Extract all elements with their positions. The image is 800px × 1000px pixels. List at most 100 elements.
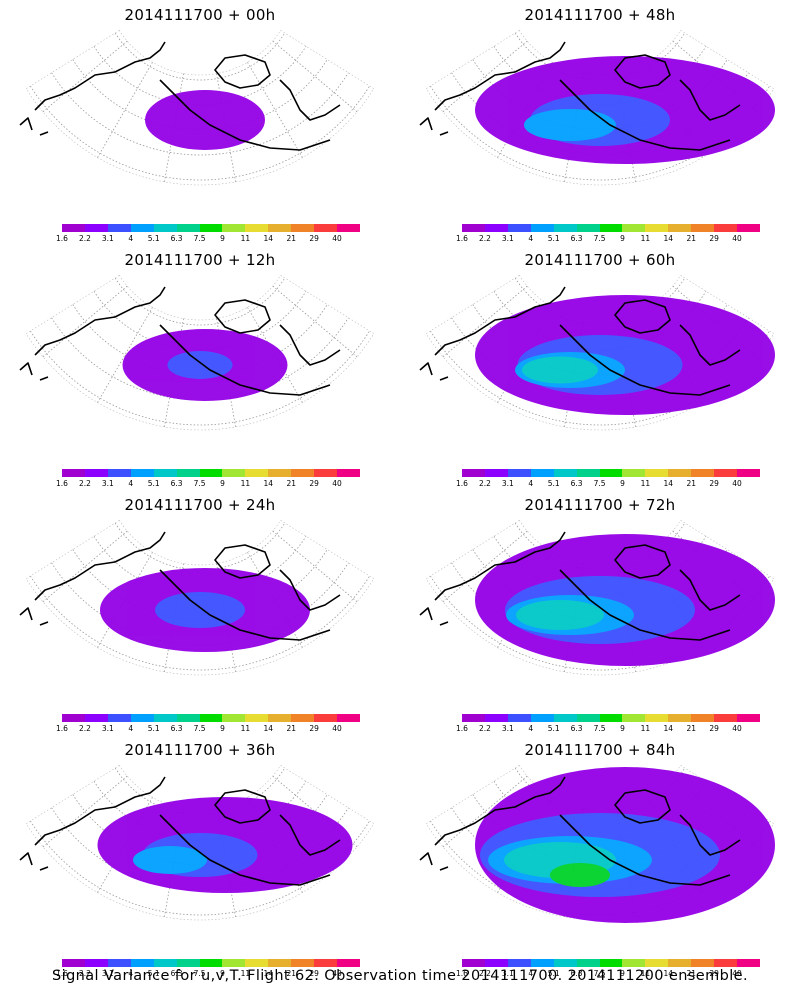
colorbar-tick-label: 11	[640, 479, 651, 488]
colorbar-tick-label: 29	[309, 479, 319, 488]
map-panel: 2014111700 + 84h 1.6 2.2 3.1 4 5.1 6.3 7.5 9 11 14…	[400, 735, 800, 978]
colorbar-swatch	[507, 224, 531, 232]
coastline	[419, 776, 741, 886]
coastline	[419, 286, 741, 396]
colorbar-swatch	[199, 469, 223, 477]
colorbar-tick-label: 9	[220, 969, 225, 978]
colorbar-tick-label: 7.5	[593, 724, 606, 733]
colorbar-swatch	[153, 714, 177, 722]
colorbar-tick-label: 5.1	[547, 969, 560, 978]
colorbar-swatch	[691, 959, 715, 967]
colorbar-tick-label: 29	[709, 724, 719, 733]
colorbar-swatch	[84, 959, 108, 967]
colorbar-swatch	[576, 224, 600, 232]
colorbar-tick-label: 4	[528, 234, 534, 243]
colorbar-tick-label: 5.1	[547, 234, 560, 243]
colorbar-tick-label: 14	[263, 969, 274, 978]
colorbar-swatch	[645, 959, 669, 967]
map-projection	[19, 274, 375, 431]
latitude-line	[430, 85, 770, 181]
colorbar-tick-label: 1.6	[56, 969, 68, 978]
coastline-path	[214, 299, 271, 334]
panel-title: 2014111700 + 72h	[524, 496, 676, 514]
colorbar-swatch	[62, 224, 85, 232]
colorbar-swatch	[153, 959, 177, 967]
coastline-path	[214, 789, 271, 824]
variance-field	[475, 767, 775, 923]
colorbar-swatch	[84, 224, 108, 232]
colorbar-tick-label: 5.1	[147, 969, 160, 978]
colorbar-labels: 1.6 2.2 3.1 4 5.1 6.3 7.5 9 11 14 21 29 40	[56, 969, 360, 979]
colorbar-tick-label: 40	[732, 479, 742, 488]
map-panel: 2014111700 + 36h 1.6 2.2 3.1 4 5.1 6.3 7.5 9 11 14…	[0, 735, 400, 978]
latitude-line	[114, 32, 286, 81]
colorbar	[62, 469, 360, 477]
latitude-line	[30, 820, 370, 916]
colorbar-swatch	[291, 469, 315, 477]
colorbar	[462, 959, 760, 967]
colorbar-swatch	[130, 469, 154, 477]
colorbar-swatch	[314, 959, 338, 967]
colorbar-swatch	[507, 469, 531, 477]
colorbar-swatch	[530, 469, 554, 477]
colorbar-swatch	[668, 469, 692, 477]
latitude-line	[30, 85, 370, 181]
colorbar-tick-label: 29	[309, 969, 319, 978]
coastline-path	[419, 117, 449, 136]
colorbar-tick-label: 6.3	[570, 234, 583, 243]
colorbar-labels: 1.6 2.2 3.1 4 5.1 6.3 7.5 9 11 14 21 29 40	[56, 724, 360, 734]
colorbar-swatch	[176, 714, 200, 722]
variance-contour	[516, 600, 604, 630]
colorbar-swatch	[130, 959, 154, 967]
colorbar-tick-label: 6.3	[170, 969, 183, 978]
colorbar-tick-label: 14	[263, 479, 274, 488]
colorbar-tick-label: 1.6	[456, 479, 468, 488]
colorbar-tick-label: 6.3	[170, 479, 183, 488]
coastline-path	[559, 569, 731, 641]
map-projection	[19, 764, 375, 921]
coastline-path	[419, 607, 449, 626]
colorbar-tick-label: 1.6	[56, 234, 68, 243]
coastline-path	[679, 324, 741, 366]
colorbar-tick-label: 2.2	[478, 234, 491, 243]
colorbar-tick-label: 11	[240, 234, 251, 243]
colorbar-tick-label: 11	[240, 724, 251, 733]
colorbar-swatch	[130, 224, 154, 232]
colorbar-swatch	[176, 469, 200, 477]
colorbar-swatch	[622, 224, 646, 232]
map-boundary	[25, 274, 375, 431]
colorbar-tick-label: 4	[528, 479, 534, 488]
colorbar-swatch	[599, 469, 623, 477]
colorbar-tick-label: 7.5	[193, 234, 206, 243]
coastline-path	[419, 362, 449, 381]
map-projection	[419, 274, 775, 431]
coastline-path	[159, 569, 331, 641]
map-panel: 2014111700 + 12h 1.6 2.2 3.1 4 5.1 6.3 7.5 9 11 14…	[0, 245, 400, 488]
coastline-path	[279, 79, 341, 121]
colorbar-swatch	[107, 224, 131, 232]
colorbar-tick-label: 3.1	[501, 969, 514, 978]
coastline	[19, 531, 341, 641]
variance-field	[97, 797, 353, 893]
colorbar-swatch	[153, 469, 177, 477]
variance-field	[100, 568, 310, 652]
colorbar-tick-label: 4	[528, 724, 534, 733]
panel-title: 2014111700 + 00h	[124, 6, 276, 24]
colorbar-tick-label: 3.1	[101, 969, 114, 978]
colorbar-tick-label: 7.5	[193, 969, 206, 978]
coastline-path	[214, 54, 271, 89]
colorbar-swatch	[484, 959, 508, 967]
colorbar-tick-label: 3.1	[501, 724, 514, 733]
coastline-path	[159, 324, 331, 396]
colorbar-swatch	[222, 714, 246, 722]
latitude-line	[514, 32, 686, 81]
colorbar-swatch	[62, 469, 85, 477]
longitude-line	[42, 530, 128, 603]
map-boundary	[425, 29, 775, 186]
colorbar-tick-label: 3.1	[501, 479, 514, 488]
colorbar-swatch	[530, 959, 554, 967]
colorbar	[462, 224, 760, 232]
colorbar-swatch	[737, 469, 760, 477]
colorbar-swatch	[599, 224, 623, 232]
colorbar-swatch	[645, 224, 669, 232]
